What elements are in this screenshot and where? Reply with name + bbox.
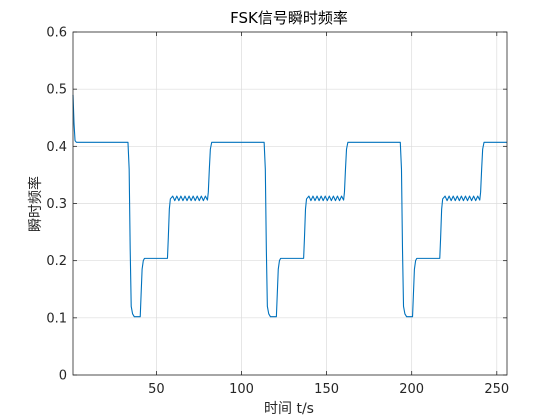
- series-layer: [72, 94, 507, 318]
- x-tick-label: 200: [399, 382, 424, 397]
- y-tick-label: 0.2: [46, 254, 67, 269]
- chart-title: FSK信号瞬时频率: [230, 9, 348, 27]
- y-tick-label: 0.1: [46, 311, 67, 326]
- x-tick-label: 250: [484, 382, 509, 397]
- y-tick-label: 0.5: [46, 83, 67, 98]
- y-tick-label: 0.4: [46, 140, 67, 155]
- y-tick-label: 0.3: [46, 197, 67, 212]
- tick-marks: [73, 31, 507, 376]
- tick-labels: 50 100 150 200 250 0 0.1 0.2 0.3 0.4 0.5 0.6: [46, 26, 509, 398]
- y-tick-label: 0: [59, 369, 67, 384]
- plot-area: 50 100 150 200 250 0 0.1 0.2 0.3 0.4 0.5 0.6: [46, 26, 509, 398]
- y-axis-label: 瞬时频率: [27, 176, 44, 232]
- x-tick-label: 150: [314, 382, 339, 397]
- series-line-1: [72, 94, 507, 318]
- x-axis-label: 时间 t/s: [264, 401, 314, 417]
- x-tick-label: 50: [148, 382, 165, 397]
- x-tick-label: 100: [229, 382, 254, 397]
- y-tick-label: 0.6: [46, 26, 67, 41]
